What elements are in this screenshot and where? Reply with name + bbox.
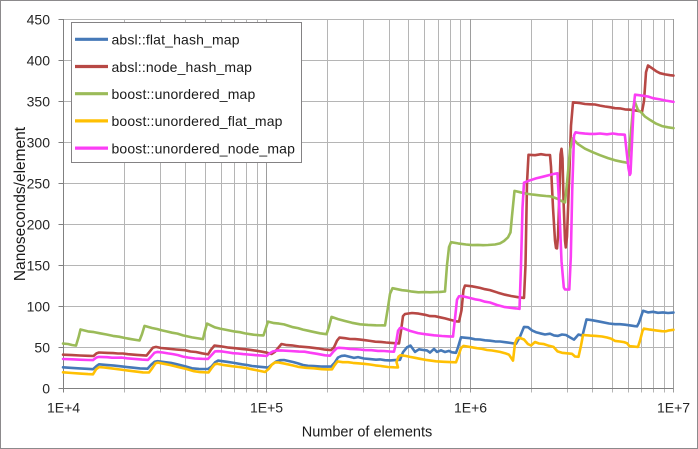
svg-text:Nanoseconds/element: Nanoseconds/element: [12, 126, 29, 281]
svg-text:250: 250: [27, 175, 51, 191]
svg-text:boost::unordered_map: boost::unordered_map: [112, 86, 256, 102]
svg-text:350: 350: [27, 93, 51, 109]
svg-text:absl::node_hash_map: absl::node_hash_map: [112, 59, 253, 75]
svg-text:boost::unordered_flat_map: boost::unordered_flat_map: [112, 113, 283, 129]
svg-text:1E+6: 1E+6: [454, 400, 487, 416]
svg-text:1E+5: 1E+5: [250, 400, 283, 416]
svg-text:300: 300: [27, 134, 51, 150]
svg-text:150: 150: [27, 257, 51, 273]
svg-text:450: 450: [27, 11, 51, 27]
svg-text:100: 100: [27, 298, 51, 314]
svg-text:200: 200: [27, 216, 51, 232]
svg-text:1E+7: 1E+7: [657, 400, 690, 416]
svg-text:1E+4: 1E+4: [47, 400, 80, 416]
svg-text:50: 50: [34, 339, 50, 355]
svg-text:boost::unordered_node_map: boost::unordered_node_map: [112, 140, 296, 156]
svg-text:absl::flat_hash_map: absl::flat_hash_map: [112, 32, 240, 48]
svg-text:400: 400: [27, 52, 51, 68]
svg-text:Number of elements: Number of elements: [302, 425, 433, 441]
svg-text:0: 0: [42, 380, 50, 396]
